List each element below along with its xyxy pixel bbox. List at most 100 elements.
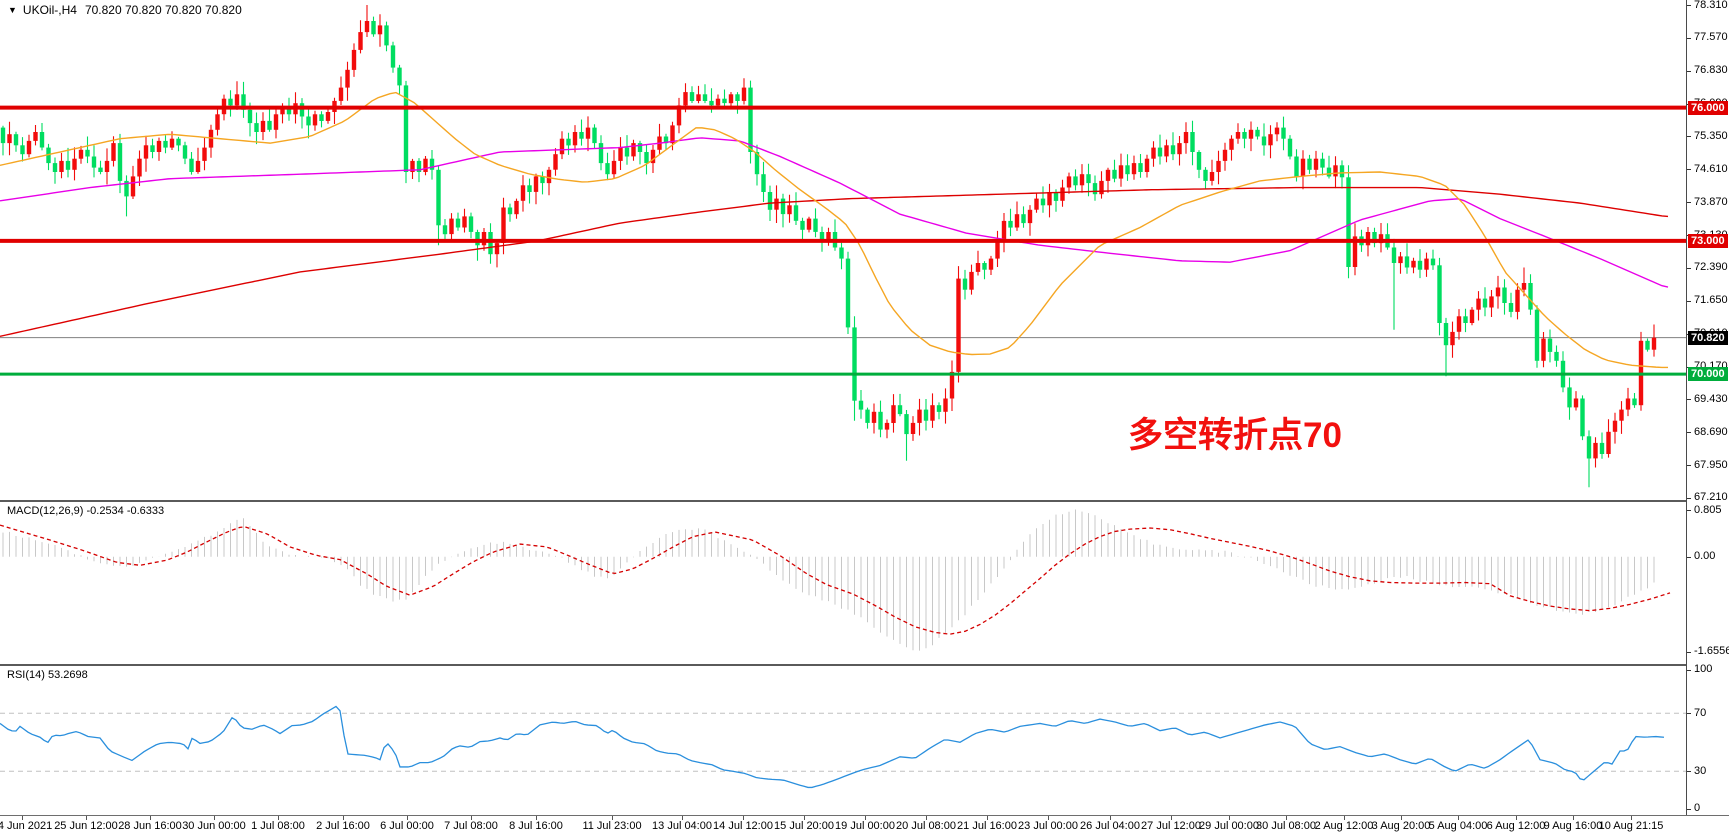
time-tick (987, 816, 988, 820)
time-label: 30 Jul 08:00 (1256, 820, 1316, 832)
time-label: 25 Jun 12:00 (54, 820, 118, 832)
scale-tick-label: 76.830 (1694, 64, 1728, 76)
time-label: 23 Jul 00:00 (1018, 820, 1078, 832)
time-tick (278, 816, 279, 820)
scale-tick (1687, 399, 1691, 400)
time-label: 9 Aug 16:00 (1543, 820, 1603, 832)
time-label: 15 Jul 20:00 (774, 820, 834, 832)
time-tick (214, 816, 215, 820)
scale-tick (1687, 268, 1691, 269)
scale-tick (1687, 202, 1691, 203)
time-label: 26 Jul 04:00 (1080, 820, 1140, 832)
symbol-ohlc-legend: ▼ UKOil-,H4 70.820 70.820 70.820 70.820 (8, 3, 242, 17)
time-label: 28 Jun 16:00 (118, 820, 182, 832)
time-label: 30 Jun 00:00 (182, 820, 246, 832)
time-tick (343, 816, 344, 820)
time-label: 11 Jul 23:00 (582, 820, 642, 832)
scale-tick (1687, 38, 1691, 39)
time-tick (612, 816, 613, 820)
scale-tick-label: 78.310 (1694, 0, 1728, 11)
time-tick (150, 816, 151, 820)
time-label: 1 Jul 08:00 (251, 820, 305, 832)
scale-tick (1687, 136, 1691, 137)
scale-tick-label: 69.430 (1694, 393, 1728, 405)
time-tick (1573, 816, 1574, 820)
scale-tick (1687, 465, 1691, 466)
time-label: 2 Aug 12:00 (1314, 820, 1374, 832)
panel-separator[interactable] (0, 664, 1729, 666)
time-tick (1344, 816, 1345, 820)
scale-tick (1687, 432, 1691, 433)
scale-tick-label: 30 (1694, 765, 1707, 777)
dropdown-arrow-icon[interactable]: ▼ (8, 5, 17, 15)
time-tick (1048, 816, 1049, 820)
time-label: 2 Jul 16:00 (316, 820, 370, 832)
time-tick (1516, 816, 1517, 820)
scale-tick-label: 0 (1694, 802, 1701, 814)
scale-tick-label: 73.870 (1694, 196, 1728, 208)
time-label: 6 Aug 12:00 (1486, 820, 1546, 832)
time-tick (86, 816, 87, 820)
time-tick (1110, 816, 1111, 820)
panel-separator[interactable] (0, 500, 1729, 502)
price-level-badge-76.000: 76.000 (1688, 101, 1728, 115)
scale-tick-label: 0.805 (1694, 504, 1722, 516)
scale-tick-label: -1.6556 (1694, 645, 1729, 657)
time-tick (926, 816, 927, 820)
time-tick (1631, 816, 1632, 820)
main-price-panel[interactable] (0, 0, 1686, 500)
rsi-indicator-label: RSI(14) 53.2698 (7, 669, 88, 681)
time-label: 24 Jun 2021 (0, 820, 53, 832)
scale-tick (1687, 652, 1691, 653)
scale-tick (1687, 71, 1691, 72)
price-scale[interactable]: 78.31077.57076.83076.09075.35074.61073.8… (1686, 0, 1729, 815)
time-label: 6 Jul 00:00 (380, 820, 434, 832)
time-label: 3 Aug 20:00 (1371, 820, 1431, 832)
scale-tick (1687, 713, 1691, 714)
scale-tick-label: 67.210 (1694, 491, 1728, 503)
time-label: 19 Jul 00:00 (835, 820, 895, 832)
scale-tick (1687, 498, 1691, 499)
time-label: 21 Jul 16:00 (957, 820, 1017, 832)
time-label: 27 Jul 12:00 (1141, 820, 1201, 832)
annotation-text[interactable]: 多空转折点70 (1128, 416, 1342, 455)
time-tick (22, 816, 23, 820)
scale-tick (1687, 809, 1691, 810)
scale-tick-label: 100 (1694, 663, 1713, 675)
time-label: 5 Aug 04:00 (1428, 820, 1488, 832)
rsi-panel[interactable] (0, 666, 1686, 814)
scale-tick-label: 75.350 (1694, 130, 1728, 142)
scale-tick-label: 0.00 (1694, 550, 1716, 562)
scale-tick-label: 68.690 (1694, 426, 1728, 438)
current-price-badge: 70.820 (1688, 331, 1728, 345)
macd-panel[interactable] (0, 502, 1686, 664)
scale-tick-label: 71.650 (1694, 294, 1728, 306)
time-tick (743, 816, 744, 820)
scale-tick-label: 77.570 (1694, 31, 1728, 43)
time-tick (865, 816, 866, 820)
ohlc-values: 70.820 70.820 70.820 70.820 (84, 3, 242, 17)
time-tick (471, 816, 472, 820)
scale-tick-label: 72.390 (1694, 261, 1728, 273)
scale-tick (1687, 169, 1691, 170)
scale-tick (1687, 771, 1691, 772)
price-level-badge-73.000: 73.000 (1688, 234, 1728, 248)
time-label: 13 Jul 04:00 (652, 820, 712, 832)
time-tick (804, 816, 805, 820)
macd-indicator-label: MACD(12,26,9) -0.2534 -0.6333 (7, 505, 165, 517)
time-tick (682, 816, 683, 820)
scale-tick (1687, 670, 1691, 671)
scale-tick-label: 67.950 (1694, 459, 1728, 471)
time-tick (407, 816, 408, 820)
symbol-period-label: UKOil-,H4 (22, 3, 77, 17)
time-label: 8 Jul 16:00 (509, 820, 563, 832)
time-label: 20 Jul 08:00 (896, 820, 956, 832)
scale-tick (1687, 301, 1691, 302)
scale-tick (1687, 557, 1691, 558)
time-tick (536, 816, 537, 820)
scale-tick (1687, 5, 1691, 6)
scale-tick-label: 74.610 (1694, 163, 1728, 175)
time-tick (1171, 816, 1172, 820)
